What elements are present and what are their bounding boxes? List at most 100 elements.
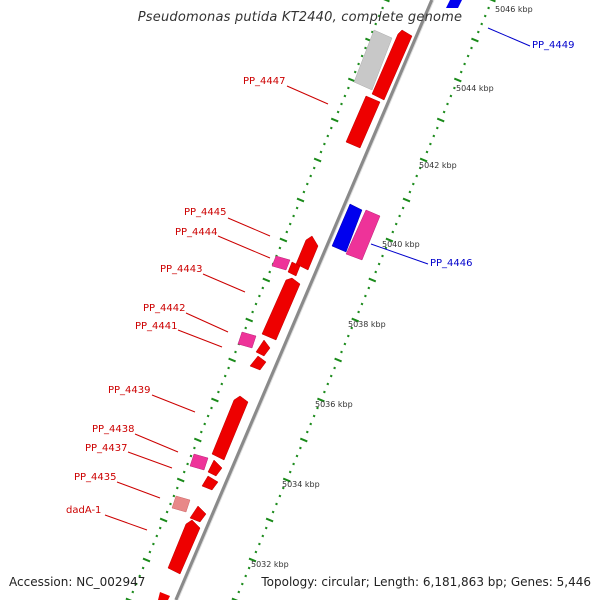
- minor-tick-mark: [152, 542, 155, 546]
- gene-pp4445[interactable]: [295, 235, 319, 271]
- minor-tick-mark: [343, 94, 347, 98]
- gene-pp4438[interactable]: [189, 453, 209, 471]
- minor-tick-mark: [261, 286, 265, 290]
- major-tick-mark: [231, 597, 239, 600]
- scale-tick-5044: 5044 kbp: [456, 84, 494, 93]
- gene-pp4435-b[interactable]: [189, 505, 207, 523]
- minor-tick-mark: [312, 414, 316, 418]
- topology-text: Topology: circular; Length: 6,181,863 bp…: [261, 575, 591, 589]
- gene-grey-top[interactable]: [353, 29, 393, 91]
- minor-tick-mark: [237, 590, 241, 594]
- scale-tick-5038: 5038 kbp: [348, 320, 386, 329]
- major-tick-mark: [265, 517, 274, 523]
- minor-tick-mark: [483, 14, 487, 18]
- gene-pp4435[interactable]: [171, 495, 191, 513]
- minor-tick-mark: [278, 246, 282, 250]
- major-tick-mark: [368, 277, 377, 283]
- major-tick-mark: [245, 317, 254, 323]
- major-tick-mark: [317, 397, 325, 403]
- gene-label-pp4444[interactable]: PP_4444: [175, 227, 218, 238]
- leader-pp4446: [370, 243, 429, 265]
- gene-pp4446[interactable]: [331, 203, 363, 253]
- minor-tick-mark: [408, 190, 412, 194]
- major-tick-mark: [351, 317, 360, 323]
- minor-tick-mark: [418, 166, 422, 170]
- minor-tick-mark: [364, 294, 367, 298]
- gene-pp4443[interactable]: [261, 277, 301, 341]
- major-tick-mark: [385, 237, 394, 243]
- minor-tick-mark: [360, 54, 364, 58]
- minor-tick-mark: [281, 486, 285, 490]
- minor-tick-mark: [381, 6, 384, 10]
- major-tick-mark: [282, 477, 291, 483]
- genome-backbone: [174, 0, 434, 600]
- minor-tick-mark: [217, 390, 220, 394]
- gene-red-top[interactable]: [371, 29, 413, 101]
- minor-tick-mark: [302, 190, 306, 194]
- minor-tick-mark: [384, 246, 388, 250]
- minor-tick-mark: [340, 102, 343, 106]
- minor-tick-mark: [316, 406, 319, 410]
- minor-tick-mark: [138, 574, 142, 578]
- major-tick-mark: [419, 157, 428, 163]
- minor-tick-mark: [374, 22, 378, 26]
- gene-pp4441[interactable]: [249, 355, 267, 371]
- minor-tick-mark: [398, 214, 401, 218]
- minor-tick-mark: [350, 326, 354, 330]
- major-tick-mark: [142, 557, 151, 563]
- major-tick-mark: [330, 117, 339, 123]
- major-tick-mark: [436, 117, 445, 123]
- minor-tick-mark: [415, 174, 419, 178]
- gene-label-pp4446[interactable]: PP_4446: [430, 258, 473, 269]
- gene-label-pp4449[interactable]: PP_4449: [532, 40, 575, 51]
- major-tick-mark: [159, 517, 168, 523]
- minor-tick-mark: [203, 422, 207, 426]
- minor-tick-mark: [305, 430, 309, 434]
- minor-tick-mark: [295, 454, 299, 458]
- minor-tick-mark: [411, 182, 415, 186]
- gene-label-pp4435[interactable]: PP_4435: [74, 472, 117, 483]
- minor-tick-mark: [432, 134, 436, 138]
- minor-tick-mark: [346, 334, 350, 338]
- minor-tick-mark: [240, 582, 244, 586]
- minor-tick-mark: [391, 230, 395, 234]
- minor-tick-mark: [480, 22, 484, 26]
- gene-pp4439[interactable]: [211, 395, 249, 461]
- gene-label-pp4438[interactable]: PP_4438: [92, 424, 135, 435]
- minor-tick-mark: [466, 54, 470, 58]
- gene-pp4442[interactable]: [237, 331, 257, 349]
- gene-label-pp4439[interactable]: PP_4439: [108, 385, 151, 396]
- minor-tick-mark: [449, 94, 453, 98]
- major-tick-mark: [262, 277, 271, 283]
- gene-label-pp4443[interactable]: PP_4443: [160, 264, 203, 275]
- leader-pp4443: [202, 273, 246, 293]
- minor-tick-mark: [220, 382, 224, 386]
- gene-pp4449[interactable]: [446, 0, 462, 8]
- minor-tick-mark: [326, 382, 330, 386]
- gene-pp4446-pink[interactable]: [345, 209, 381, 261]
- gene-label-dada1[interactable]: dadA-1: [66, 505, 102, 516]
- gene-pp4444-b[interactable]: [287, 261, 301, 277]
- minor-tick-mark: [442, 110, 446, 114]
- gene-label-pp4441[interactable]: PP_4441: [135, 321, 178, 332]
- outer-tick-ring: [231, 0, 496, 600]
- gene-pp4444[interactable]: [271, 255, 291, 271]
- minor-tick-mark: [182, 470, 186, 474]
- gene-pp4442-b[interactable]: [255, 339, 271, 357]
- minor-tick-mark: [134, 582, 138, 586]
- gene-pp4437[interactable]: [201, 475, 219, 491]
- gene-label-pp4442[interactable]: PP_4442: [143, 303, 186, 314]
- gene-pp4438-b[interactable]: [207, 459, 223, 477]
- gene-label-pp4445[interactable]: PP_4445: [184, 207, 227, 218]
- minor-tick-mark: [353, 70, 357, 74]
- gene-pp4447[interactable]: [345, 95, 381, 149]
- gene-bottom-partial[interactable]: [158, 592, 170, 600]
- minor-tick-mark: [141, 566, 145, 570]
- gene-label-pp4437[interactable]: PP_4437: [85, 443, 128, 454]
- gene-dada1[interactable]: [167, 519, 201, 575]
- scale-tick-5042: 5042 kbp: [419, 161, 457, 170]
- minor-tick-mark: [470, 46, 473, 50]
- minor-tick-mark: [288, 222, 292, 226]
- minor-tick-mark: [323, 142, 326, 146]
- gene-label-pp4447[interactable]: PP_4447: [243, 76, 286, 87]
